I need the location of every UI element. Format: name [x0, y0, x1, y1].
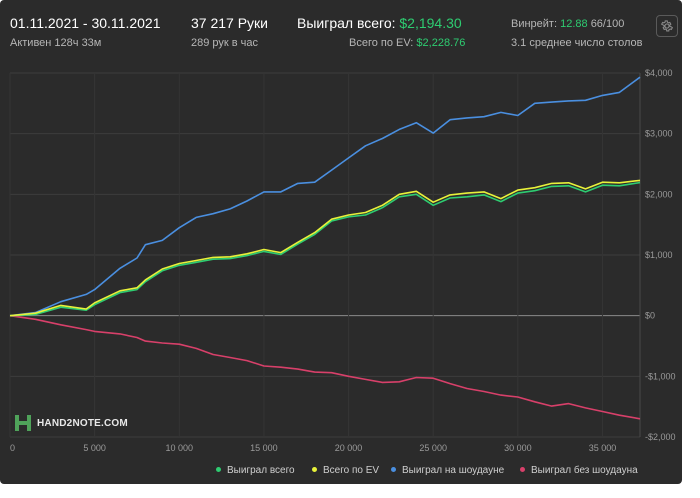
y-tick-label: -$1,000 — [645, 371, 676, 381]
legend-won-total-label: Выиграл всего — [227, 465, 295, 476]
series-line-3 — [9, 314, 641, 420]
ev-total-label: Всего по EV: — [349, 37, 414, 49]
active-time: Активен 128ч 33м — [10, 37, 102, 49]
hand2note-logo-icon — [15, 415, 31, 431]
logo-text: HAND2NOTE.COM — [37, 417, 128, 429]
date-range[interactable]: 01.11.2021 - 30.11.2021 — [10, 15, 161, 31]
legend-showdown[interactable]: Выиграл на шоудауне — [391, 465, 504, 476]
hands-per-hour: 289 рук в час — [191, 37, 259, 49]
legend-ev-total-dot — [312, 466, 317, 472]
legend-non-showdown-label: Выиграл без шоудауна — [531, 465, 638, 476]
x-tick-label: 10 000 — [166, 443, 194, 453]
y-tick-label: $4,000 — [645, 68, 673, 78]
legend-won-total[interactable]: Выиграл всего — [216, 465, 295, 476]
profit-chart: $4,000 $3,000 $2,000 $1,000 $0 -$1,000 -$2,000… — [9, 68, 676, 453]
x-tick-label: 5 000 — [83, 443, 106, 453]
legend-ev-total[interactable]: Всего по EV — [312, 465, 379, 476]
series-line-0 — [9, 181, 641, 317]
x-tick-label: 15 000 — [250, 443, 278, 453]
avg-tables: 3.1 среднее число столов — [511, 37, 643, 49]
won-total-label: Выиграл всего: — [297, 15, 396, 31]
y-tick-label: $1,000 — [645, 250, 673, 260]
y-tick-label: $2,000 — [645, 189, 673, 199]
x-tick-label: 25 000 — [419, 443, 447, 453]
gear-icon — [660, 20, 674, 32]
hands-count: 37 217 Руки — [191, 15, 268, 31]
series-line-1 — [9, 179, 641, 317]
x-tick-label: 35 000 — [589, 443, 617, 453]
won-total-value: $2,194.30 — [399, 15, 462, 31]
series-line-2 — [9, 76, 641, 317]
y-tick-label: $0 — [645, 311, 655, 321]
y-tick-label: -$2,000 — [645, 432, 676, 442]
legend-non-showdown-dot — [520, 466, 525, 472]
legend-won-total-dot — [216, 466, 221, 472]
winrate-extra: 66/100 — [590, 18, 625, 30]
legend-ev-total-label: Всего по EV — [323, 465, 380, 476]
x-tick-label: 30 000 — [504, 443, 532, 453]
legend-showdown-dot — [391, 466, 396, 472]
won-total: Выиграл всего: $2,194.30 — [297, 15, 462, 31]
ev-total-value: $2,228.76 — [416, 37, 466, 49]
legend-non-showdown[interactable]: Выиграл без шоудауна — [520, 465, 638, 476]
legend-showdown-label: Выиграл на шоудауне — [402, 465, 505, 476]
settings-button[interactable] — [656, 15, 678, 37]
ev-total: Всего по EV: $2,228.76 — [349, 37, 465, 49]
x-tick-label: 20 000 — [335, 443, 363, 453]
y-tick-label: $3,000 — [645, 129, 673, 139]
winrate: Винрейт: 12.88 66/100 — [511, 18, 624, 30]
winrate-value: 12.88 — [560, 18, 588, 30]
x-tick-label: 0 — [10, 443, 15, 453]
winrate-label: Винрейт: — [511, 18, 558, 30]
hand2note-logo: HAND2NOTE.COM — [14, 414, 128, 432]
graph-panel: 01.11.2021 - 30.11.2021 Активен 128ч 33м… — [0, 0, 682, 484]
